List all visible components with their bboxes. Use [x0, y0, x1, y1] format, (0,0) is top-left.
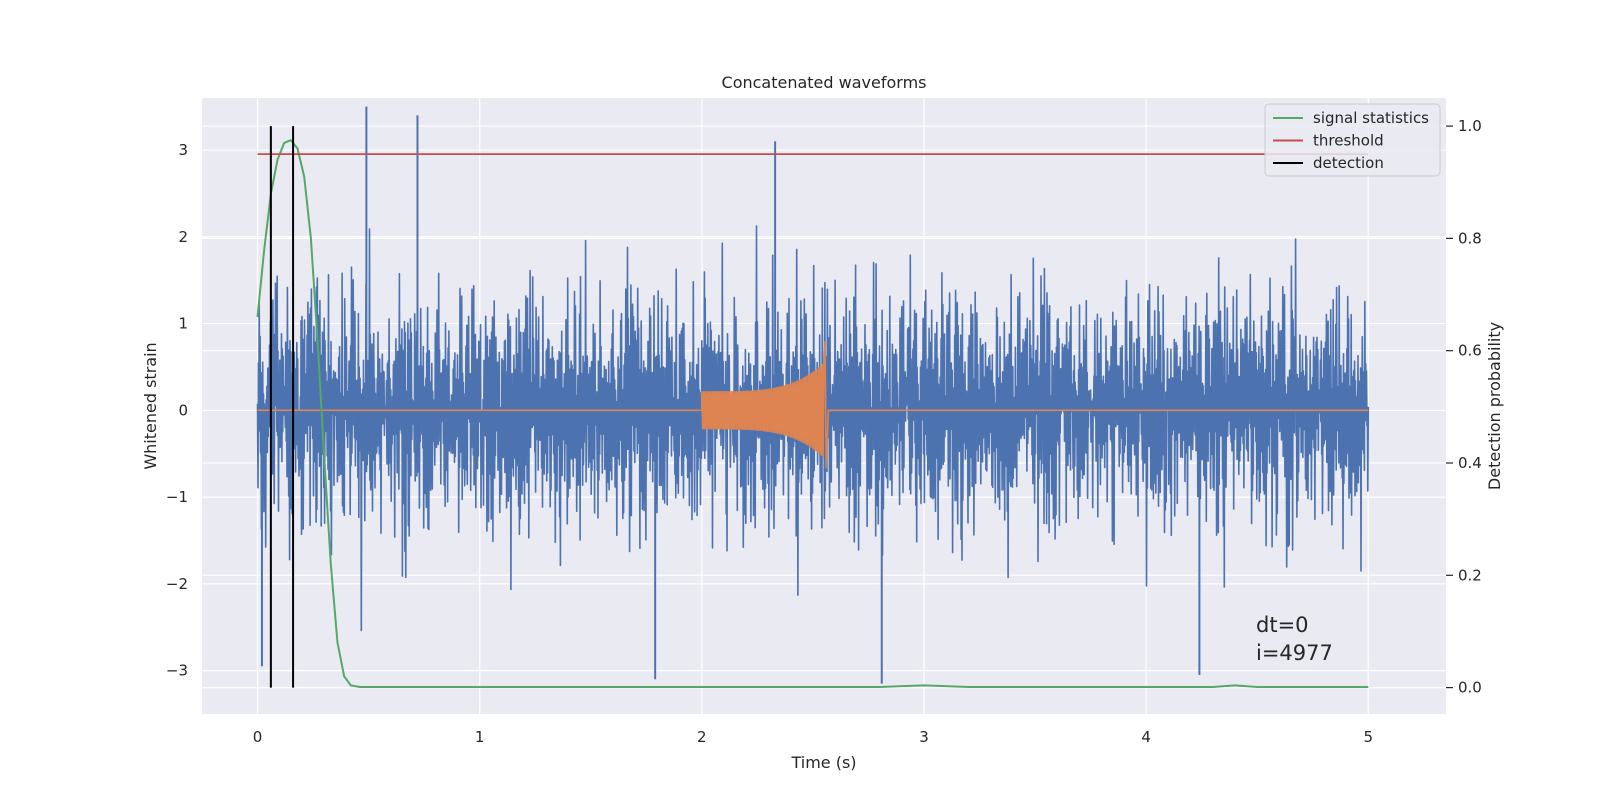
y-tick-label: −3 — [166, 662, 188, 680]
detection-lines — [269, 126, 295, 688]
y-tick-label: −1 — [166, 488, 188, 506]
y-tick-label: 1 — [178, 315, 188, 333]
y-right-tick-label: 1.0 — [1458, 117, 1482, 135]
y-axis-left-ticks: −3 −2 −1 0 1 2 3 — [166, 141, 188, 680]
x-tick-label: 5 — [1363, 728, 1373, 746]
x-tick-label: 1 — [475, 728, 485, 746]
y-right-tick-label: 0.0 — [1458, 679, 1482, 697]
legend-label-signal-statistics: signal statistics — [1313, 109, 1429, 127]
y-right-tick-label: 0.8 — [1458, 229, 1482, 247]
legend: signal statistics threshold detection — [1264, 103, 1441, 177]
annotation-index: i=4977 — [1256, 641, 1333, 665]
series-line-signal-statistics — [256, 139, 1369, 688]
x-tick-label: 2 — [697, 728, 707, 746]
y-right-tick-label: 0.4 — [1458, 454, 1482, 472]
legend-box — [1264, 103, 1441, 177]
y-right-tick-label: 0.2 — [1458, 566, 1482, 584]
y-tick-label: 2 — [178, 228, 188, 246]
legend-label-threshold: threshold — [1313, 132, 1384, 150]
noise-series — [256, 106, 1370, 684]
x-axis-label: Time (s) — [790, 753, 856, 772]
y-axis-right-ticks: 0.0 0.2 0.4 0.6 0.8 1.0 — [1446, 117, 1482, 697]
y-axis-label: Whitened strain — [141, 342, 160, 469]
series-line-injected-waveform — [257, 340, 1369, 469]
chart-title: Concatenated waveforms — [722, 73, 927, 92]
x-tick-label: 3 — [919, 728, 929, 746]
y-right-tick-label: 0.6 — [1458, 342, 1482, 360]
annotation-dt: dt=0 — [1256, 613, 1309, 637]
x-tick-label: 4 — [1141, 728, 1151, 746]
x-tick-label: 0 — [253, 728, 263, 746]
legend-label-detection: detection — [1313, 154, 1384, 172]
x-axis-ticks: 0 1 2 3 4 5 — [253, 728, 1373, 746]
y-tick-label: 0 — [178, 401, 188, 419]
y-axis-right-label: Detection probability — [1485, 322, 1504, 490]
y-tick-label: −2 — [166, 575, 188, 593]
y-tick-label: 3 — [178, 141, 188, 159]
